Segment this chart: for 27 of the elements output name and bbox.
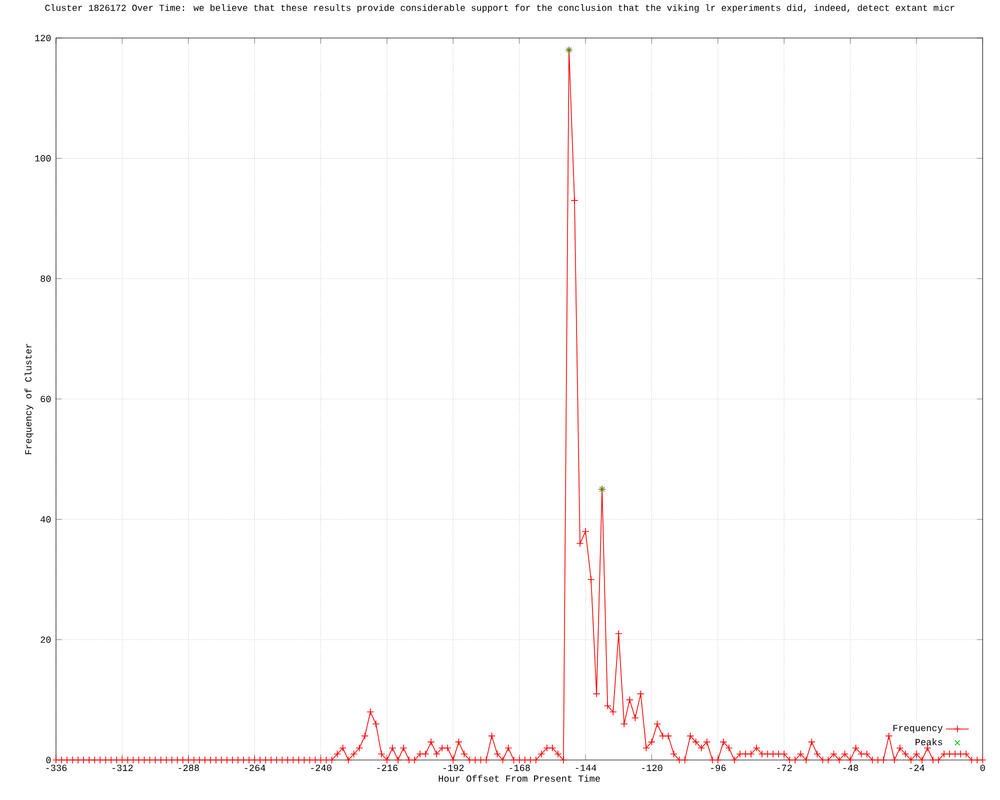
x-tick-label: -288: [178, 764, 199, 772]
x-tick-label: -264: [244, 764, 266, 772]
chart-title: Cluster 1826172 Over Time: we believe that these results provide considerable support for the conclusion that the viking lr experiments did, indeed, detect extant micr: [45, 4, 954, 13]
y-axis-title: Frequency of Cluster: [24, 344, 34, 454]
x-tick-label: -72: [777, 764, 792, 771]
x-tick-label: -120: [642, 764, 662, 772]
x-tick-label: -312: [112, 764, 133, 772]
y-tick-label: 20: [40, 636, 51, 643]
x-tick-label: -168: [510, 764, 530, 772]
legend-label: Peaks: [916, 738, 942, 746]
y-tick-label: 100: [35, 155, 51, 162]
x-tick-label: -336: [46, 764, 67, 772]
x-tick-label: -24: [910, 764, 924, 771]
x-axis-title: Hour Offset From Present Time: [438, 774, 600, 782]
x-tick-label: -96: [711, 764, 726, 772]
x-tick-label: -240: [311, 764, 332, 772]
y-tick-label: 40: [40, 516, 51, 522]
y-tick-label: 0: [46, 756, 51, 764]
y-tick-label: 80: [40, 276, 51, 282]
x-tick-label: -216: [377, 764, 398, 772]
x-tick-label: -144: [576, 764, 596, 771]
x-tick-label: -48: [843, 764, 858, 772]
y-tick-label: 120: [35, 34, 51, 42]
x-tick-label: 0: [980, 764, 985, 772]
legend-label: Frequency: [893, 724, 943, 734]
y-tick-label: 60: [40, 396, 51, 402]
x-tick-label: -192: [443, 764, 464, 772]
